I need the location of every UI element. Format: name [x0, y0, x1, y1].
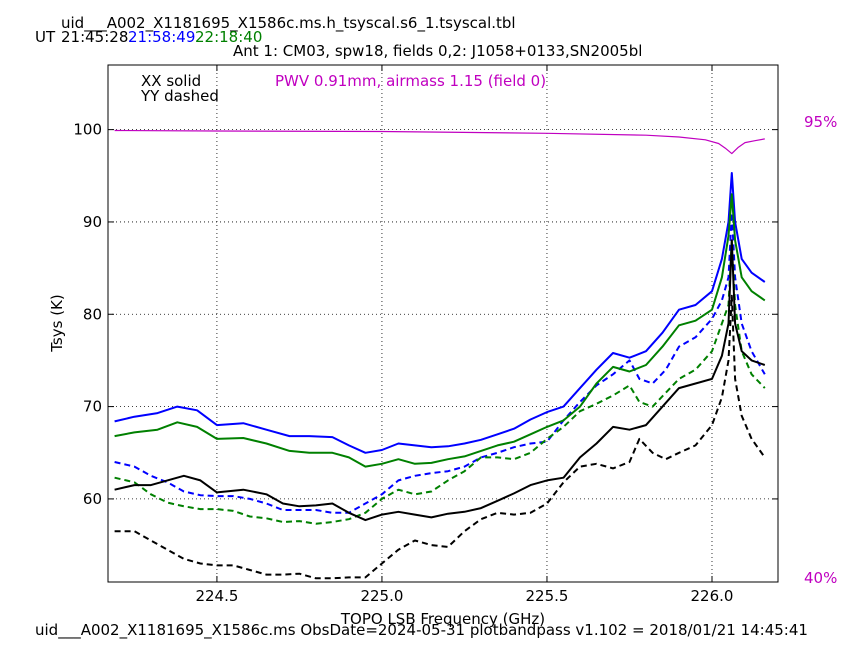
x-tick-label: 226.0: [691, 587, 734, 605]
ut-time-2: 21:58:49: [128, 28, 196, 46]
ut-time-1: 21:45:28: [61, 28, 129, 46]
y-tick-label: 90: [83, 213, 102, 231]
series-line-1: [114, 211, 766, 514]
right-axis-bottom-label: 40%: [804, 569, 837, 587]
ut-time-3: 22:18:40: [195, 28, 263, 46]
series-line-5: [114, 294, 766, 580]
y-tick-label: 80: [83, 305, 102, 323]
x-axis-label: TOPO LSB Frequency (GHz): [340, 610, 545, 628]
y-tick-label: 70: [83, 398, 102, 416]
series-line-4: [114, 239, 766, 522]
legend-yy: YY dashed: [141, 87, 219, 105]
x-tick-label: 225.5: [525, 587, 568, 605]
legend-xx: XX solid: [141, 72, 202, 90]
plot-frame: [107, 64, 779, 583]
series-line-6: [114, 129, 765, 155]
tick-layer: 224.5 225.0 225.5 226.0 60 70 80 90 100: [73, 65, 778, 605]
x-tick-label: 225.0: [360, 587, 403, 605]
ut-label: UT: [35, 28, 56, 46]
plot-subtitle: Ant 1: CM03, spw18, fields 0,2: J1058+01…: [233, 42, 643, 60]
series-line-2: [114, 193, 766, 468]
series-line-0: [114, 172, 766, 454]
series-line-3: [114, 239, 766, 525]
x-tick-label: 224.5: [195, 587, 238, 605]
grid-layer: [108, 65, 778, 582]
y-axis-label: Tsys (K): [48, 294, 66, 353]
plot-title: uid___A002_X1181695_X1586c.ms.h_tsyscal.…: [61, 14, 516, 32]
right-axis-top-label: 95%: [804, 113, 837, 131]
footer-text: uid___A002_X1181695_X1586c.ms ObsDate=20…: [35, 621, 808, 639]
y-tick-label: 60: [83, 490, 102, 508]
y-tick-label: 100: [73, 121, 102, 139]
series-layer: [114, 129, 766, 580]
legend-pwv: PWV 0.91mm, airmass 1.15 (field 0): [275, 72, 547, 90]
